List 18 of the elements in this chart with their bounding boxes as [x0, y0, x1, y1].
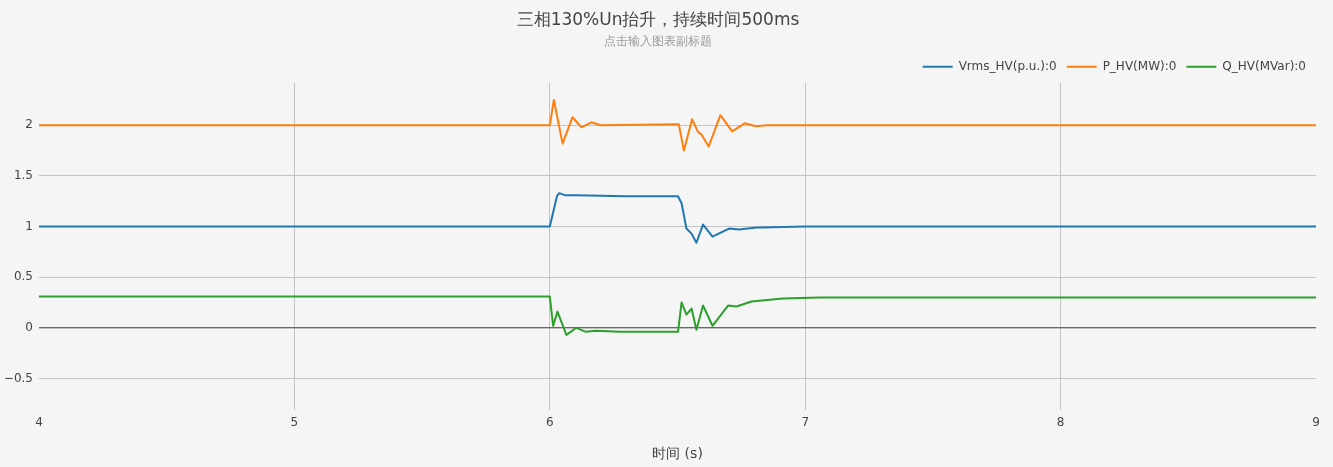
x-tick-label: 4 — [35, 415, 43, 430]
y-tick-label: 1.5 — [13, 168, 33, 183]
x-axis-title: 时间 (s) — [652, 445, 703, 462]
y-tick-label: 2 — [25, 117, 33, 132]
y-tick-label: 0 — [25, 319, 33, 334]
x-tick-label: 8 — [1056, 415, 1065, 430]
chart-title: 三相130%Un抬升，持续时间500ms — [516, 8, 800, 29]
legend-label: Q_HV(MVar):0 — [1222, 58, 1306, 73]
x-tick-label: 5 — [290, 415, 299, 430]
y-tick-label: −0.5 — [3, 370, 33, 385]
x-tick-label: 9 — [1312, 415, 1320, 430]
y-tick-label: 0.5 — [13, 269, 33, 284]
legend-label: P_HV(MW):0 — [1102, 58, 1177, 73]
x-tick-label: 7 — [801, 415, 810, 430]
y-tick-label: 1 — [25, 218, 33, 233]
legend-label: Vrms_HV(p.u.):0 — [958, 58, 1057, 73]
chart-subtitle: 点击输入图表副标题 — [604, 33, 712, 48]
x-tick-label: 6 — [545, 415, 554, 430]
